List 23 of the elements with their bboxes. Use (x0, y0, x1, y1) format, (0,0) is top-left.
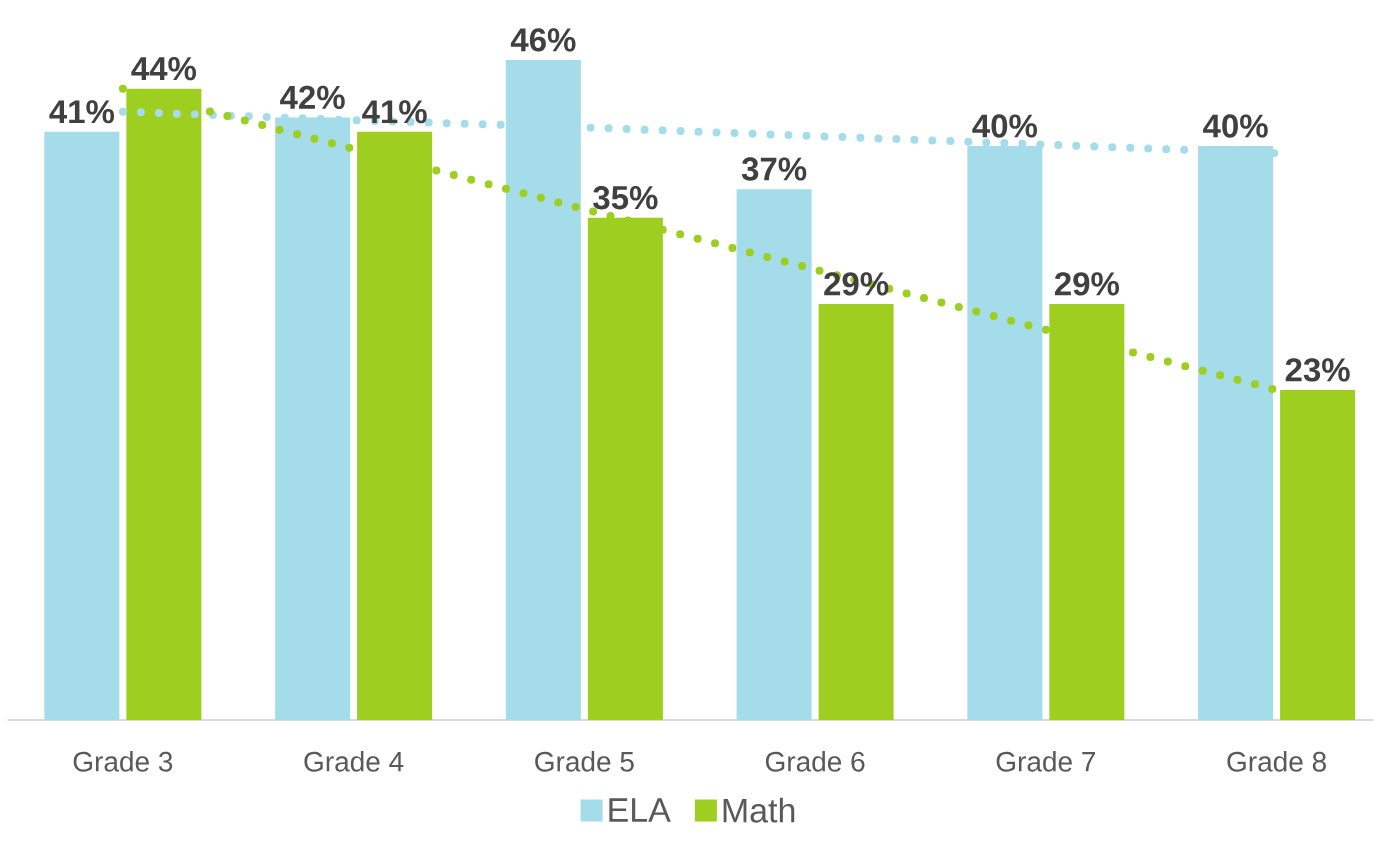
data-label: 35% (593, 186, 658, 210)
data-label: 40% (972, 114, 1038, 138)
x-tick-label: Grade 7 (996, 751, 1096, 772)
x-tick-label: Grade 3 (73, 751, 173, 772)
data-label: 41% (49, 100, 115, 124)
x-tick-label: Grade 4 (304, 751, 404, 772)
legend-label: ELA (609, 798, 671, 822)
x-tick-label: Grade 8 (1227, 751, 1326, 772)
bar (736, 189, 812, 720)
data-label: 23% (1285, 358, 1350, 382)
data-label: 46% (510, 28, 576, 52)
x-tick-label: Grade 5 (535, 751, 634, 772)
x-tick-label: Grade 6 (765, 751, 865, 772)
data-label: 41% (362, 100, 427, 124)
legend-label: Math (723, 797, 795, 823)
bar (1280, 390, 1356, 720)
data-label: 42% (280, 85, 345, 109)
bar (818, 303, 894, 720)
data-label: 40% (1203, 114, 1268, 138)
data-label: 29% (1054, 272, 1120, 296)
bar (44, 131, 120, 720)
data-label: 37% (741, 157, 807, 181)
data-label: 44% (131, 57, 197, 81)
